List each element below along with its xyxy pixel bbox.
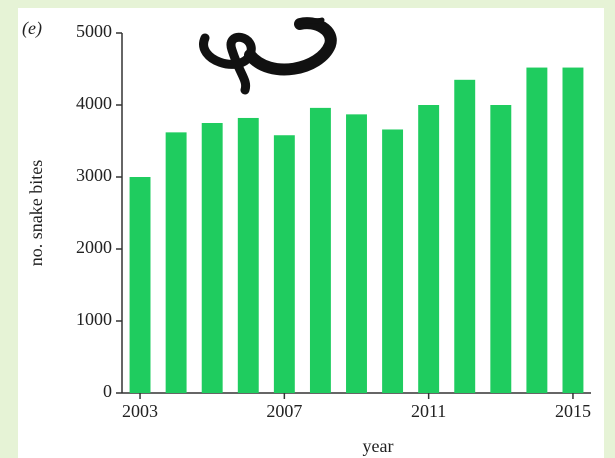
bar xyxy=(562,67,584,393)
y-tick-label: 1000 xyxy=(76,309,112,329)
bar xyxy=(129,177,151,393)
y-axis-label: no. snake bites xyxy=(26,160,46,266)
x-tick-label: 2007 xyxy=(266,401,302,421)
bar xyxy=(526,67,548,393)
bar xyxy=(418,105,440,393)
bar xyxy=(273,135,295,394)
snake-icon xyxy=(199,17,337,95)
bar xyxy=(309,107,331,393)
bar xyxy=(165,132,187,394)
panel-label: (e) xyxy=(22,18,42,39)
x-tick-label: 2003 xyxy=(122,401,158,421)
bar xyxy=(382,129,404,394)
x-axis-label: year xyxy=(363,436,394,456)
y-tick-label: 4000 xyxy=(76,93,112,113)
bar xyxy=(346,114,367,394)
bar xyxy=(454,79,476,394)
bar xyxy=(237,117,259,394)
y-tick-label: 0 xyxy=(103,381,112,401)
y-tick-label: 5000 xyxy=(76,21,112,41)
y-tick-label: 2000 xyxy=(76,237,112,257)
bar xyxy=(201,123,223,393)
bar xyxy=(490,105,512,393)
x-tick-label: 2011 xyxy=(411,401,446,421)
x-tick-label: 2015 xyxy=(555,401,591,421)
y-tick-label: 3000 xyxy=(76,165,112,185)
